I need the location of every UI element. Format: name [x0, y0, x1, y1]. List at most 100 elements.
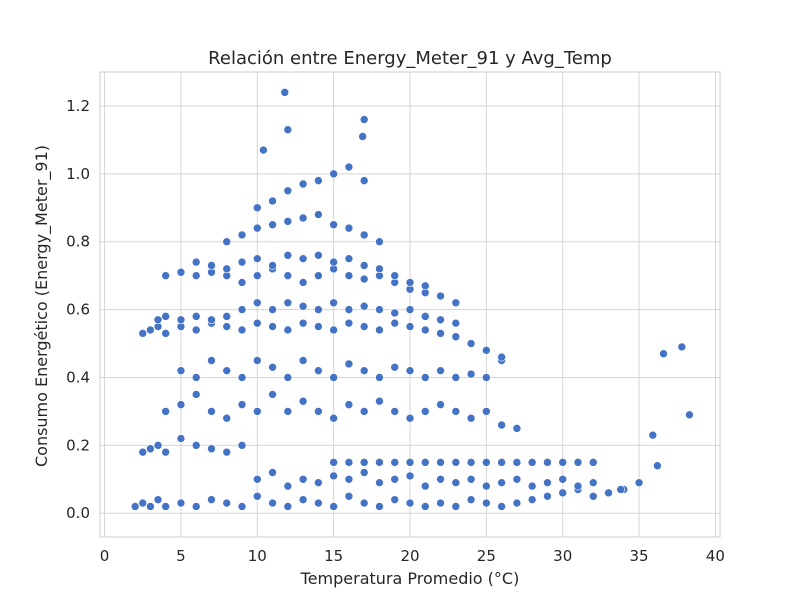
data-point	[344, 318, 354, 328]
data-point	[359, 301, 369, 311]
data-point	[359, 274, 369, 284]
chart-title: Relación entre Energy_Meter_91 y Avg_Tem…	[208, 48, 612, 69]
data-point	[436, 498, 445, 508]
data-point	[237, 400, 247, 409]
data-point	[283, 271, 293, 280]
data-point	[588, 458, 598, 467]
data-point	[358, 132, 367, 141]
data-point	[176, 315, 186, 325]
data-point	[191, 390, 201, 399]
data-point	[222, 322, 232, 331]
data-point	[659, 349, 668, 359]
y-tick-label: 1.0	[66, 165, 90, 183]
data-point	[146, 325, 155, 335]
data-point	[237, 325, 247, 335]
data-point	[161, 502, 170, 511]
data-point	[153, 495, 163, 504]
data-point	[283, 481, 293, 491]
y-tick-label: 1.2	[66, 97, 90, 115]
data-point	[405, 413, 415, 423]
data-point	[451, 407, 461, 416]
data-point	[222, 447, 232, 457]
data-point	[280, 88, 290, 97]
data-point	[207, 261, 216, 270]
data-point	[268, 362, 277, 372]
data-point	[359, 407, 369, 416]
x-tick-label: 15	[324, 547, 343, 565]
data-point	[512, 474, 522, 484]
data-point	[527, 481, 537, 491]
data-point	[451, 318, 461, 328]
data-point	[375, 325, 384, 335]
y-tick-label: 0.6	[66, 301, 90, 319]
data-point	[466, 369, 476, 379]
data-point	[222, 366, 232, 375]
data-point	[451, 332, 461, 342]
data-point	[588, 478, 598, 487]
y-tick-label: 0.0	[66, 504, 90, 522]
data-point	[329, 413, 338, 423]
data-point	[359, 261, 369, 270]
data-point	[329, 502, 338, 511]
data-point	[268, 498, 277, 508]
x-tick-labels: 0 5 10 15 20 25 30 35 40	[100, 547, 725, 565]
data-point	[237, 257, 247, 267]
data-point	[420, 373, 430, 382]
data-point	[359, 115, 369, 124]
x-tick-label: 0	[100, 547, 110, 565]
data-point	[436, 329, 445, 338]
data-point	[191, 325, 201, 335]
data-point	[344, 271, 354, 280]
data-point	[573, 458, 583, 467]
data-point	[405, 366, 415, 375]
data-point	[543, 491, 552, 501]
data-point	[329, 458, 338, 467]
data-point	[390, 474, 400, 484]
data-point	[283, 298, 293, 308]
data-point	[161, 329, 170, 338]
data-point	[298, 278, 308, 287]
data-point	[207, 444, 216, 454]
data-point	[191, 271, 201, 280]
data-point	[314, 210, 323, 219]
data-point	[222, 498, 232, 508]
data-point	[237, 305, 247, 314]
data-point	[176, 400, 186, 409]
data-point	[153, 441, 163, 450]
data-point	[482, 458, 491, 467]
data-point	[207, 495, 216, 504]
data-point	[283, 217, 293, 226]
data-point	[176, 434, 186, 443]
data-point	[329, 298, 338, 308]
data-point	[497, 502, 506, 511]
data-point	[466, 339, 476, 348]
data-point	[390, 271, 400, 280]
data-point	[451, 373, 461, 382]
data-point	[451, 478, 461, 487]
data-point	[153, 315, 163, 325]
data-point	[344, 254, 354, 263]
data-point	[359, 230, 369, 240]
data-point	[329, 325, 338, 335]
data-point	[375, 478, 384, 487]
data-point	[436, 474, 445, 484]
data-point	[176, 366, 186, 375]
data-point	[298, 318, 308, 328]
data-point	[191, 312, 201, 321]
data-point	[314, 271, 323, 280]
data-point	[527, 458, 537, 467]
data-point	[161, 271, 170, 280]
data-point	[252, 474, 262, 484]
data-point	[405, 458, 415, 467]
data-point	[405, 471, 415, 481]
data-point	[314, 407, 323, 416]
data-point	[161, 312, 170, 321]
data-point	[252, 271, 262, 280]
data-point	[259, 145, 268, 155]
data-point	[573, 481, 583, 491]
data-point	[252, 223, 262, 233]
data-point	[390, 318, 400, 328]
data-point	[146, 502, 155, 511]
x-tick-label: 25	[477, 547, 496, 565]
x-tick-label: 10	[248, 547, 267, 565]
